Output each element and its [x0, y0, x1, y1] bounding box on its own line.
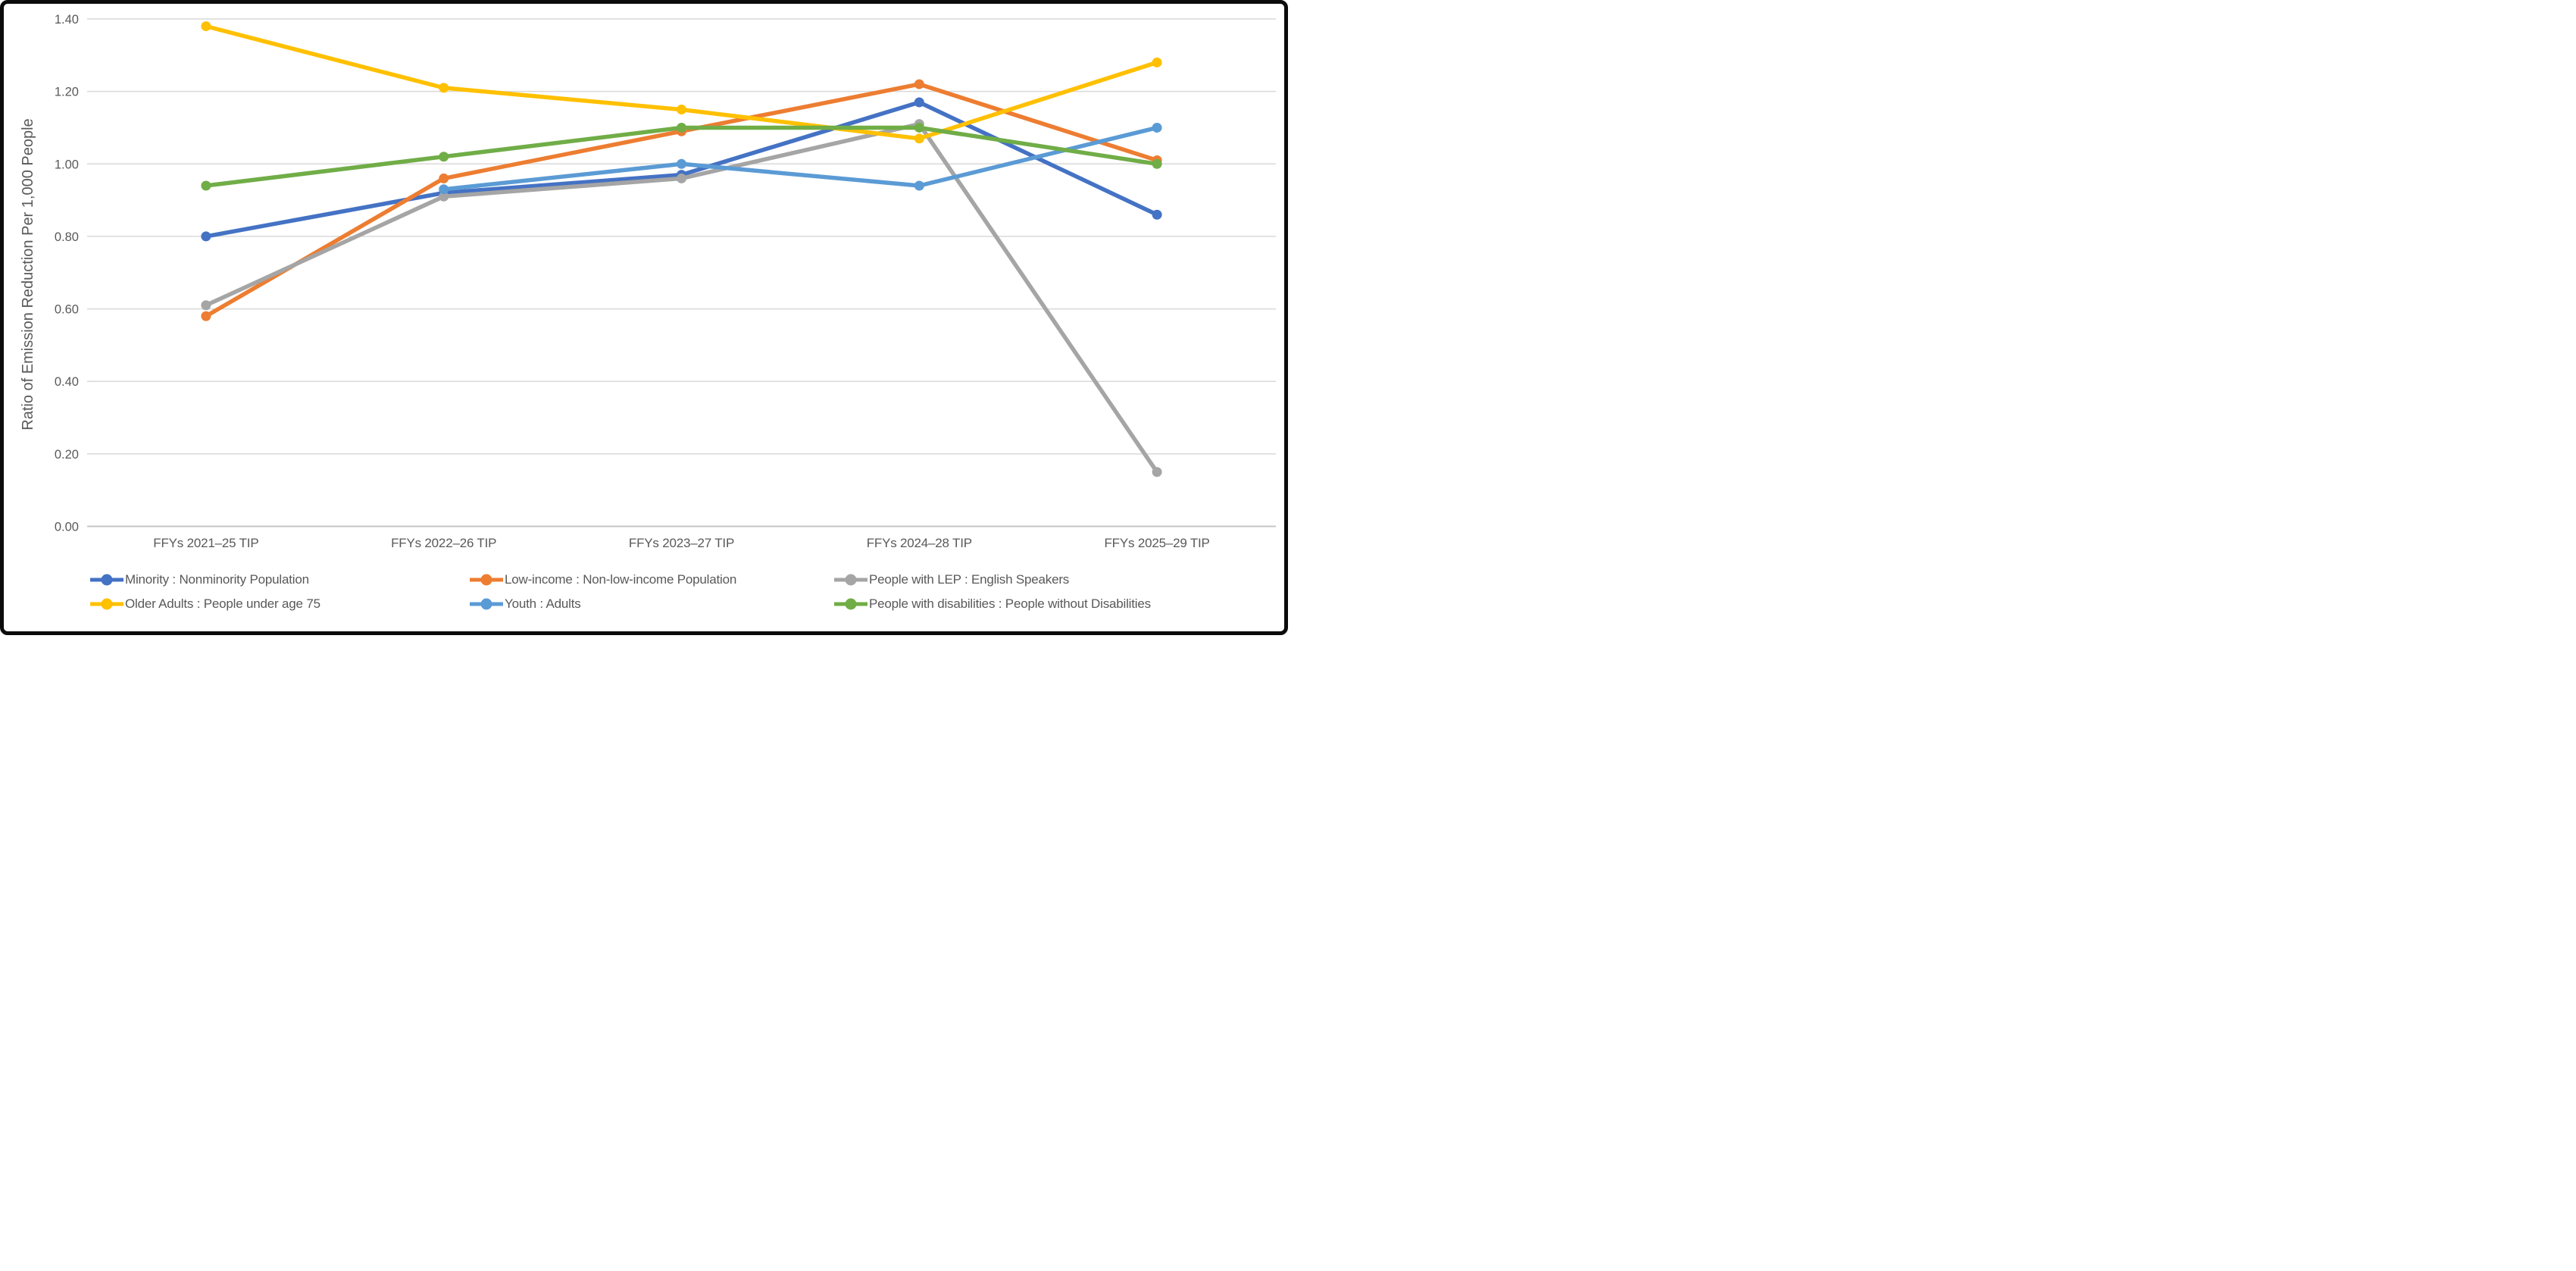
data-point [914, 180, 924, 191]
x-tick-label: FFYs 2025–29 TIP [1105, 536, 1210, 550]
data-point [677, 158, 686, 169]
data-point [201, 21, 211, 32]
legend-marker-icon [90, 598, 123, 610]
legend-label: People with disabilities : People withou… [869, 596, 1151, 611]
y-axis-title: Ratio of Emission Reduction Per 1,000 Pe… [20, 118, 36, 430]
series-line-1 [204, 82, 1159, 318]
x-tick-label: FFYs 2023–27 TIP [629, 536, 734, 550]
x-tick-label: FFYs 2024–28 TIP [867, 536, 972, 550]
data-point [914, 122, 924, 133]
line-chart-plot-area: 0.00 0.20 0.40 0.60 0.80 1.00 1.20 1.40 FFYs 202… [55, 13, 1276, 550]
legend-item: People with disabilities : People withou… [833, 594, 1151, 614]
data-point [1152, 57, 1162, 67]
data-point [914, 133, 924, 144]
data-point [201, 311, 211, 321]
data-point [1152, 122, 1162, 133]
data-point [677, 173, 686, 183]
data-point [439, 83, 449, 93]
data-point [677, 105, 686, 115]
legend-marker-icon [834, 574, 868, 586]
data-point [914, 79, 924, 89]
legend-label: Youth : Adults [505, 596, 581, 611]
legend-item: Youth : Adults [469, 594, 581, 614]
y-tick-label: 1.00 [55, 158, 79, 171]
y-tick-label: 1.40 [55, 13, 79, 27]
legend-label: Low-income : Non-low-income Population [505, 572, 737, 587]
data-point [1152, 158, 1162, 169]
x-tick-label: FFYs 2021–25 TIP [153, 536, 258, 550]
y-tick-label: 0.60 [55, 303, 79, 317]
data-point [1152, 467, 1162, 477]
legend-label: Minority : Nonminority Population [125, 572, 309, 587]
y-tick-label: 0.80 [55, 230, 79, 244]
legend-label: People with LEP : English Speakers [869, 572, 1070, 587]
legend-item: Low-income : Non-low-income Population [469, 570, 736, 590]
legend-label: Older Adults : People under age 75 [125, 596, 320, 611]
data-point [201, 231, 211, 242]
data-point [439, 191, 449, 202]
legend-item: People with LEP : English Speakers [833, 570, 1069, 590]
legend-marker-icon [470, 598, 503, 610]
data-point [677, 122, 686, 133]
legend-marker-icon [90, 574, 123, 586]
series-line-3 [204, 23, 1159, 141]
data-point [914, 97, 924, 108]
data-point [1152, 209, 1162, 220]
legend-item: Minority : Nonminority Population [89, 570, 309, 590]
y-tick-label: 0.20 [55, 448, 79, 462]
y-tick-label: 1.20 [55, 86, 79, 99]
data-point [201, 300, 211, 311]
data-point [439, 173, 449, 183]
series-line-4 [441, 125, 1159, 192]
legend-marker-icon [470, 574, 503, 586]
data-point [439, 184, 449, 195]
data-point [201, 180, 211, 191]
data-point [439, 152, 449, 162]
chart-frame: 0.00 0.20 0.40 0.60 0.80 1.00 1.20 1.40 FFYs 202… [0, 0, 1288, 635]
legend-item: Older Adults : People under age 75 [89, 594, 320, 614]
x-tick-label: FFYs 2022–26 TIP [391, 536, 496, 550]
y-tick-label: 0.40 [55, 375, 79, 389]
legend-marker-icon [834, 598, 868, 610]
y-tick-label: 0.00 [55, 521, 79, 534]
